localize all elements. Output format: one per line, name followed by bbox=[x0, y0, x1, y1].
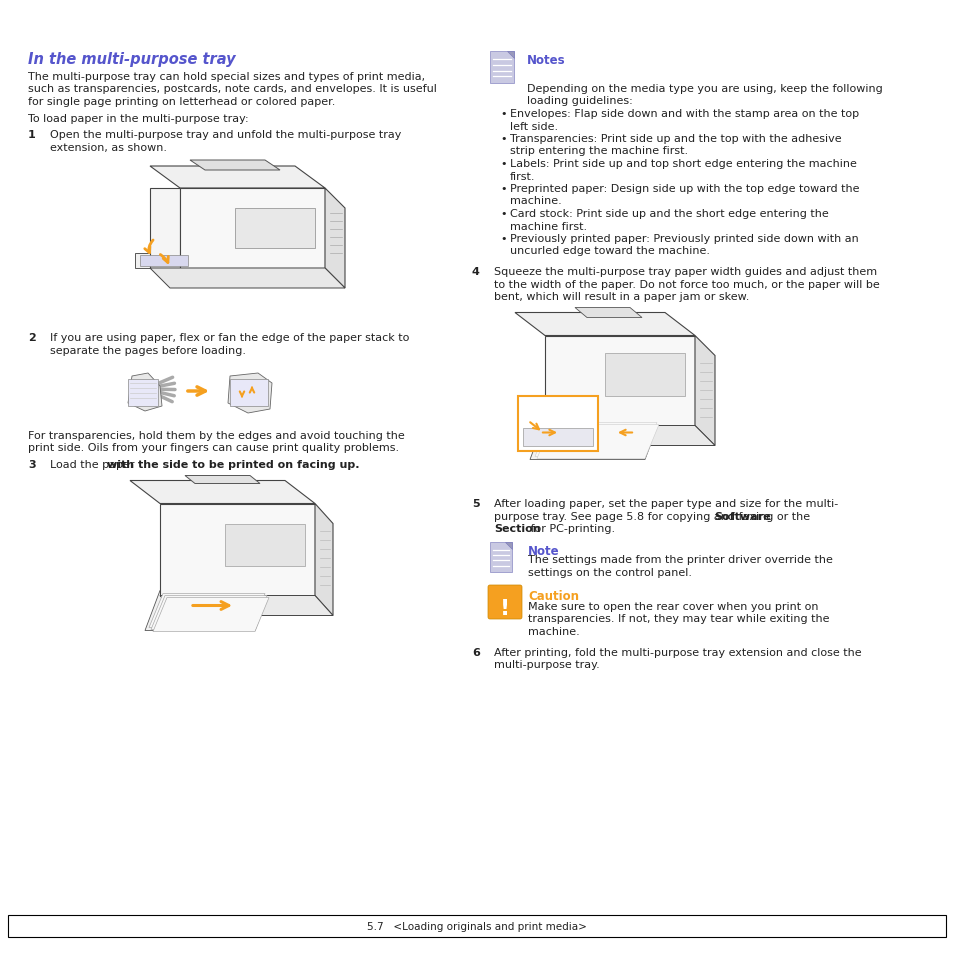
Polygon shape bbox=[505, 542, 512, 550]
Polygon shape bbox=[128, 374, 162, 412]
Text: Squeeze the multi-purpose tray paper width guides and adjust them: Squeeze the multi-purpose tray paper wid… bbox=[494, 267, 876, 276]
Text: Open the multi-purpose tray and unfold the multi-purpose tray: Open the multi-purpose tray and unfold t… bbox=[50, 130, 401, 140]
Text: separate the pages before loading.: separate the pages before loading. bbox=[50, 345, 246, 355]
Polygon shape bbox=[185, 476, 260, 484]
Text: •: • bbox=[499, 159, 506, 169]
Text: 5: 5 bbox=[472, 499, 479, 509]
Polygon shape bbox=[506, 52, 514, 59]
Polygon shape bbox=[314, 504, 333, 616]
Polygon shape bbox=[150, 189, 180, 269]
Polygon shape bbox=[152, 598, 269, 632]
Text: extension, as shown.: extension, as shown. bbox=[50, 142, 167, 152]
Bar bbox=[522, 428, 593, 446]
Text: Card stock: Print side up and the short edge entering the: Card stock: Print side up and the short … bbox=[510, 209, 828, 219]
Text: Section: Section bbox=[494, 524, 540, 534]
Text: transparencies. If not, they may tear while exiting the: transparencies. If not, they may tear wh… bbox=[527, 614, 828, 624]
Text: 1: 1 bbox=[28, 130, 35, 140]
FancyBboxPatch shape bbox=[488, 585, 521, 619]
Polygon shape bbox=[150, 167, 325, 189]
Text: 4: 4 bbox=[472, 267, 479, 276]
Text: Make sure to open the rear cover when you print on: Make sure to open the rear cover when yo… bbox=[527, 601, 818, 612]
Text: purpose tray. See page 5.8 for copying and faxing or the: purpose tray. See page 5.8 for copying a… bbox=[494, 512, 813, 521]
Text: In the multi-purpose tray: In the multi-purpose tray bbox=[28, 52, 235, 67]
Text: 6: 6 bbox=[472, 647, 479, 657]
Text: for PC-printing.: for PC-printing. bbox=[526, 524, 615, 534]
Text: Previously printed paper: Previously printed side down with an: Previously printed paper: Previously pri… bbox=[510, 233, 858, 244]
Polygon shape bbox=[230, 379, 268, 407]
Bar bbox=[490, 542, 512, 573]
Polygon shape bbox=[228, 374, 272, 414]
Polygon shape bbox=[544, 336, 695, 426]
Polygon shape bbox=[180, 189, 325, 269]
Polygon shape bbox=[160, 596, 333, 616]
Text: 2: 2 bbox=[28, 333, 35, 343]
Text: Transparencies: Print side up and the top with the adhesive: Transparencies: Print side up and the to… bbox=[510, 133, 841, 144]
Text: Envelopes: Flap side down and with the stamp area on the top: Envelopes: Flap side down and with the s… bbox=[510, 109, 859, 119]
Text: print side. Oils from your fingers can cause print quality problems.: print side. Oils from your fingers can c… bbox=[28, 443, 398, 453]
Text: •: • bbox=[499, 184, 506, 193]
Text: with the side to be printed on facing up.: with the side to be printed on facing up… bbox=[107, 459, 359, 470]
Polygon shape bbox=[225, 524, 305, 566]
Polygon shape bbox=[151, 596, 267, 630]
Text: Depending on the media type you are using, keep the following: Depending on the media type you are usin… bbox=[526, 84, 882, 94]
Text: !: ! bbox=[499, 598, 510, 618]
Polygon shape bbox=[190, 161, 280, 171]
Polygon shape bbox=[150, 269, 345, 289]
Polygon shape bbox=[695, 336, 714, 446]
Bar bbox=[490, 52, 514, 84]
Polygon shape bbox=[149, 594, 265, 628]
Text: Load the paper: Load the paper bbox=[50, 459, 138, 470]
Text: left side.: left side. bbox=[510, 121, 558, 132]
Text: Software: Software bbox=[713, 512, 770, 521]
Text: •: • bbox=[499, 233, 506, 244]
Polygon shape bbox=[325, 189, 345, 289]
Polygon shape bbox=[234, 209, 314, 249]
Polygon shape bbox=[140, 255, 188, 267]
Text: If you are using paper, flex or fan the edge of the paper stack to: If you are using paper, flex or fan the … bbox=[50, 333, 409, 343]
Text: Caution: Caution bbox=[527, 589, 578, 602]
Text: The multi-purpose tray can hold special sizes and types of print media,: The multi-purpose tray can hold special … bbox=[28, 71, 425, 82]
Text: •: • bbox=[499, 109, 506, 119]
Text: first.: first. bbox=[510, 172, 535, 181]
Text: for single page printing on letterhead or colored paper.: for single page printing on letterhead o… bbox=[28, 97, 335, 107]
Text: such as transparencies, postcards, note cards, and envelopes. It is useful: such as transparencies, postcards, note … bbox=[28, 85, 436, 94]
Text: uncurled edge toward the machine.: uncurled edge toward the machine. bbox=[510, 246, 709, 256]
Bar bbox=[517, 396, 598, 451]
Text: •: • bbox=[499, 209, 506, 219]
Text: The settings made from the printer driver override the: The settings made from the printer drive… bbox=[527, 555, 832, 564]
Text: Note: Note bbox=[527, 544, 559, 558]
Text: loading guidelines:: loading guidelines: bbox=[526, 96, 632, 107]
Polygon shape bbox=[530, 420, 659, 460]
Bar bbox=[8, 915, 945, 937]
Polygon shape bbox=[537, 425, 659, 459]
Text: bent, which will result in a paper jam or skew.: bent, which will result in a paper jam o… bbox=[494, 292, 749, 302]
Text: settings on the control panel.: settings on the control panel. bbox=[527, 567, 691, 577]
Text: machine.: machine. bbox=[527, 626, 579, 637]
Polygon shape bbox=[145, 591, 270, 631]
Polygon shape bbox=[135, 253, 190, 269]
Polygon shape bbox=[130, 481, 314, 504]
Text: To load paper in the multi-purpose tray:: To load paper in the multi-purpose tray: bbox=[28, 113, 249, 123]
Text: Preprinted paper: Design side up with the top edge toward the: Preprinted paper: Design side up with th… bbox=[510, 184, 859, 193]
Polygon shape bbox=[128, 379, 158, 407]
Text: to the width of the paper. Do not force too much, or the paper will be: to the width of the paper. Do not force … bbox=[494, 279, 879, 289]
Polygon shape bbox=[535, 423, 657, 457]
Text: machine.: machine. bbox=[510, 196, 561, 206]
Text: After printing, fold the multi-purpose tray extension and close the: After printing, fold the multi-purpose t… bbox=[494, 647, 861, 657]
Text: Labels: Print side up and top short edge entering the machine: Labels: Print side up and top short edge… bbox=[510, 159, 856, 169]
Polygon shape bbox=[160, 504, 314, 596]
Polygon shape bbox=[604, 354, 684, 396]
Text: Notes: Notes bbox=[526, 54, 565, 67]
Text: 3: 3 bbox=[28, 459, 35, 470]
Text: machine first.: machine first. bbox=[510, 221, 586, 232]
Polygon shape bbox=[515, 314, 695, 336]
Polygon shape bbox=[575, 308, 641, 318]
Text: strip entering the machine first.: strip entering the machine first. bbox=[510, 147, 687, 156]
Text: For transparencies, hold them by the edges and avoid touching the: For transparencies, hold them by the edg… bbox=[28, 431, 404, 440]
Text: After loading paper, set the paper type and size for the multi-: After loading paper, set the paper type … bbox=[494, 499, 838, 509]
Polygon shape bbox=[544, 426, 714, 446]
Text: •: • bbox=[499, 133, 506, 144]
Text: 5.7   <Loading originals and print media>: 5.7 <Loading originals and print media> bbox=[367, 921, 586, 931]
Text: multi-purpose tray.: multi-purpose tray. bbox=[494, 659, 599, 669]
